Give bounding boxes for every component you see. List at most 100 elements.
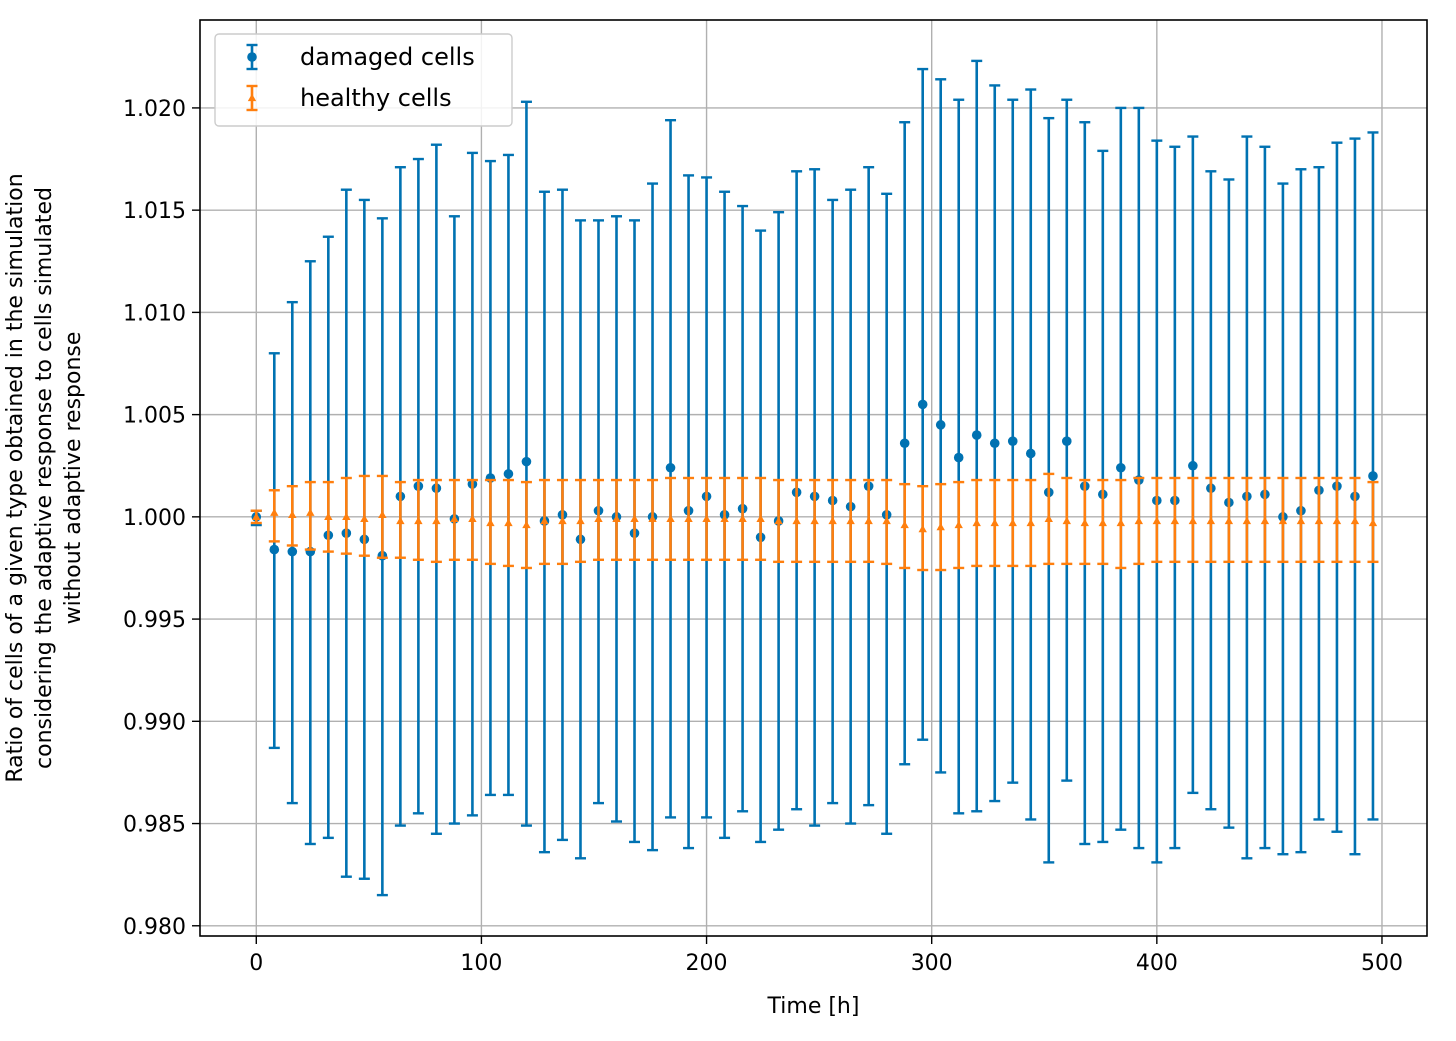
x-tick-label: 500 <box>1361 951 1403 976</box>
data-point <box>1224 516 1234 525</box>
data-point <box>720 514 729 523</box>
data-point <box>486 518 495 527</box>
data-point <box>972 518 981 527</box>
data-point <box>1026 518 1035 527</box>
data-point <box>1044 514 1053 523</box>
data-point <box>1170 516 1180 525</box>
data-point <box>900 520 909 529</box>
data-point <box>935 420 946 430</box>
data-point <box>1368 518 1378 527</box>
data-point <box>521 456 532 467</box>
data-point <box>1007 436 1018 446</box>
data-point <box>288 510 297 518</box>
data-point <box>270 508 279 516</box>
data-point <box>899 438 910 449</box>
legend-label-healthy-cells: healthy cells <box>300 84 452 112</box>
data-point <box>648 514 657 523</box>
data-point <box>269 544 280 555</box>
legend-label-damaged-cells: damaged cells <box>300 43 475 71</box>
data-point <box>738 514 747 523</box>
data-point <box>828 516 837 525</box>
data-point <box>1134 516 1144 525</box>
data-point <box>936 522 945 531</box>
data-point <box>1116 462 1126 473</box>
data-point <box>1116 518 1126 527</box>
y-axis-label: Ratio of cells of a given type obtained … <box>3 173 86 782</box>
data-point <box>666 514 675 523</box>
data-point <box>1332 516 1342 525</box>
legend-point <box>247 93 257 102</box>
legend-marker-damaged-cells <box>246 43 258 71</box>
data-point <box>954 520 963 529</box>
data-point <box>378 510 387 518</box>
data-point <box>1188 460 1198 471</box>
data-point <box>1008 518 1017 527</box>
data-point <box>630 514 639 523</box>
y-tick-label: 1.015 <box>123 199 186 224</box>
data-point <box>971 430 982 440</box>
y-axis: 0.980 0.985 0.990 0.995 1.000 1.005 1.010 1.015… <box>123 97 200 940</box>
y-tick-label: 1.005 <box>123 404 186 429</box>
data-point <box>882 516 891 525</box>
data-point <box>1025 448 1036 459</box>
data-point <box>287 546 298 557</box>
data-point <box>1260 516 1270 525</box>
data-point <box>432 516 441 525</box>
y-axis-label-line-1: Ratio of cells of a given type obtained … <box>3 173 28 782</box>
data-point <box>774 516 783 525</box>
data-point <box>1206 516 1216 525</box>
y-axis-label-line-3: without adaptive response <box>61 332 86 625</box>
data-point <box>324 512 333 520</box>
data-point <box>504 518 513 527</box>
data-point <box>665 462 676 473</box>
y-tick-label: 0.995 <box>123 608 186 633</box>
data-point <box>414 516 423 525</box>
data-point <box>1368 471 1378 481</box>
legend-marker-healthy-cells <box>246 84 258 112</box>
y-tick-label: 1.020 <box>123 97 186 122</box>
x-axis-label: Time [h] <box>767 994 860 1019</box>
y-tick-label: 0.990 <box>123 710 186 735</box>
data-point <box>522 520 531 529</box>
data-point <box>360 514 369 523</box>
data-point <box>468 514 477 523</box>
data-point <box>918 524 927 533</box>
data-point <box>1242 516 1252 525</box>
y-tick-label: 1.000 <box>123 506 186 531</box>
data-point <box>990 518 999 527</box>
data-point <box>1296 516 1306 525</box>
data-point <box>558 516 567 525</box>
data-point <box>1314 516 1324 525</box>
data-point <box>989 438 1000 449</box>
data-point <box>917 399 928 410</box>
data-point <box>1061 436 1072 446</box>
axes-frame <box>199 19 1428 937</box>
data-point <box>846 516 855 525</box>
legend-box <box>214 33 513 127</box>
data-point <box>810 516 819 525</box>
y-tick-label: 0.980 <box>123 915 186 940</box>
data-point <box>450 514 459 523</box>
data-point <box>1080 518 1089 527</box>
data-point <box>756 514 765 523</box>
data-point <box>342 512 351 520</box>
series-healthy-cells <box>250 472 1379 572</box>
x-tick-label: 200 <box>686 951 728 976</box>
data-point <box>594 514 603 523</box>
data-point <box>1188 516 1198 525</box>
x-tick-label: 100 <box>460 951 502 976</box>
x-tick-label: 300 <box>911 951 953 976</box>
data-point <box>684 514 693 523</box>
y-tick-label: 1.010 <box>123 301 186 326</box>
data-point <box>1062 516 1071 525</box>
data-point <box>864 516 873 525</box>
data-point <box>702 514 711 523</box>
legend: damaged cells healthy cells <box>214 33 513 127</box>
data-point <box>1098 518 1108 527</box>
data-point <box>306 508 315 516</box>
legend-point <box>247 52 257 62</box>
data-point <box>1350 516 1360 525</box>
data-point <box>503 469 514 479</box>
